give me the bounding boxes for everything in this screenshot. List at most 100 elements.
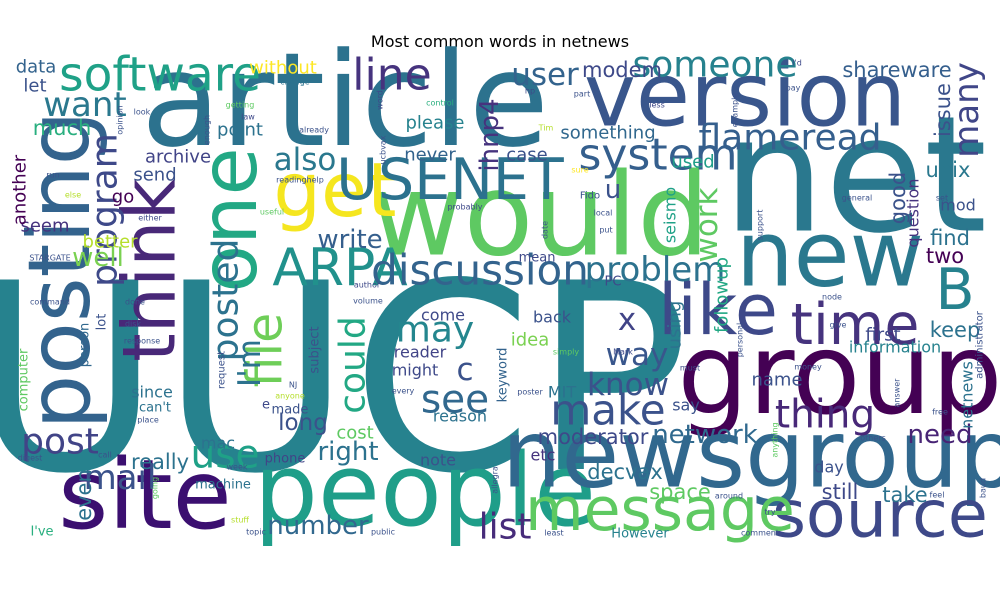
word: money bbox=[794, 363, 822, 372]
word: know bbox=[587, 367, 669, 403]
word: x bbox=[618, 302, 636, 338]
word: use bbox=[190, 433, 259, 478]
word: ucbvax bbox=[379, 135, 388, 164]
word: many bbox=[947, 62, 987, 158]
word: getting bbox=[226, 101, 255, 110]
word: etc bbox=[531, 446, 556, 465]
word: system bbox=[578, 130, 737, 181]
word: every bbox=[392, 387, 415, 396]
word: try bbox=[764, 508, 775, 517]
word: USENET bbox=[336, 147, 564, 213]
word: used bbox=[671, 152, 714, 173]
word: less bbox=[649, 101, 664, 110]
word: need bbox=[908, 420, 973, 450]
word: want bbox=[43, 85, 127, 125]
word: place bbox=[137, 416, 159, 425]
word: come bbox=[421, 306, 465, 325]
word: I'd bbox=[792, 59, 802, 68]
word: I've bbox=[30, 525, 53, 540]
word: computer bbox=[17, 348, 32, 411]
word: write bbox=[317, 225, 382, 255]
word: question bbox=[904, 178, 923, 247]
word: data bbox=[16, 57, 57, 78]
word: personal bbox=[736, 323, 745, 358]
word: posted bbox=[206, 239, 247, 362]
word: machine bbox=[195, 478, 251, 493]
word: either bbox=[138, 214, 162, 223]
word: seem bbox=[20, 216, 69, 237]
word: Tim bbox=[538, 124, 554, 133]
word: support bbox=[756, 210, 765, 241]
word: u bbox=[605, 175, 621, 205]
word: like bbox=[658, 269, 778, 351]
word: user bbox=[511, 57, 579, 93]
word: make bbox=[550, 386, 665, 435]
word: take bbox=[882, 483, 927, 507]
word: PC bbox=[605, 275, 622, 290]
word: number bbox=[267, 511, 369, 541]
word: archive bbox=[145, 147, 211, 168]
word: reader bbox=[394, 343, 447, 362]
word: anything bbox=[771, 422, 780, 457]
word: decvax bbox=[587, 460, 663, 484]
word: run bbox=[46, 171, 59, 180]
word: really bbox=[131, 450, 189, 474]
word: another bbox=[10, 154, 31, 225]
word: ARPA bbox=[272, 238, 408, 298]
word: word bbox=[376, 90, 385, 110]
word: space bbox=[649, 480, 711, 504]
word: problem bbox=[585, 250, 726, 290]
word: would bbox=[370, 149, 709, 282]
word: something bbox=[560, 123, 655, 144]
word: never bbox=[404, 145, 456, 166]
word: program bbox=[85, 133, 126, 287]
word: file bbox=[237, 313, 294, 388]
word: local bbox=[594, 209, 613, 218]
word: command bbox=[30, 298, 70, 307]
word: mean bbox=[519, 251, 556, 266]
word: source bbox=[772, 478, 988, 553]
word: call bbox=[98, 451, 112, 460]
word: line bbox=[352, 50, 431, 101]
word: one bbox=[185, 147, 275, 292]
word: site bbox=[58, 439, 231, 551]
word: go bbox=[112, 187, 134, 208]
word: long bbox=[278, 410, 328, 436]
word: let bbox=[23, 76, 46, 97]
word: simply bbox=[553, 348, 579, 357]
word: moderator bbox=[538, 425, 649, 449]
word: keyword bbox=[496, 348, 511, 403]
word: version bbox=[584, 44, 906, 147]
word: node bbox=[822, 293, 842, 302]
word: also bbox=[274, 142, 337, 178]
word: However bbox=[611, 527, 669, 542]
word: well bbox=[72, 243, 124, 273]
word: cost bbox=[336, 423, 373, 444]
word: made bbox=[272, 403, 309, 418]
word: example bbox=[731, 93, 740, 128]
word: work bbox=[689, 187, 725, 262]
word: going bbox=[151, 477, 160, 499]
word: already bbox=[299, 126, 329, 135]
word: Fido bbox=[580, 191, 600, 202]
word: sure bbox=[571, 166, 588, 175]
word: first bbox=[865, 325, 900, 346]
word: using bbox=[665, 301, 686, 350]
word: administrator bbox=[975, 310, 986, 379]
word: volume bbox=[353, 297, 383, 306]
word: opinion bbox=[116, 105, 125, 134]
word: probably bbox=[447, 203, 482, 212]
word: change bbox=[280, 78, 310, 87]
word: article bbox=[141, 24, 549, 176]
word: response bbox=[124, 337, 160, 346]
word: modem bbox=[582, 58, 662, 82]
word: information bbox=[849, 338, 941, 357]
word: keep bbox=[930, 318, 981, 342]
chart-title: Most common words in netnews bbox=[370, 32, 630, 51]
word: get bbox=[273, 146, 396, 234]
word: unix bbox=[926, 158, 971, 182]
word: note bbox=[420, 451, 456, 470]
word: others bbox=[860, 434, 885, 443]
word: even bbox=[72, 469, 96, 521]
word: must bbox=[680, 364, 700, 373]
